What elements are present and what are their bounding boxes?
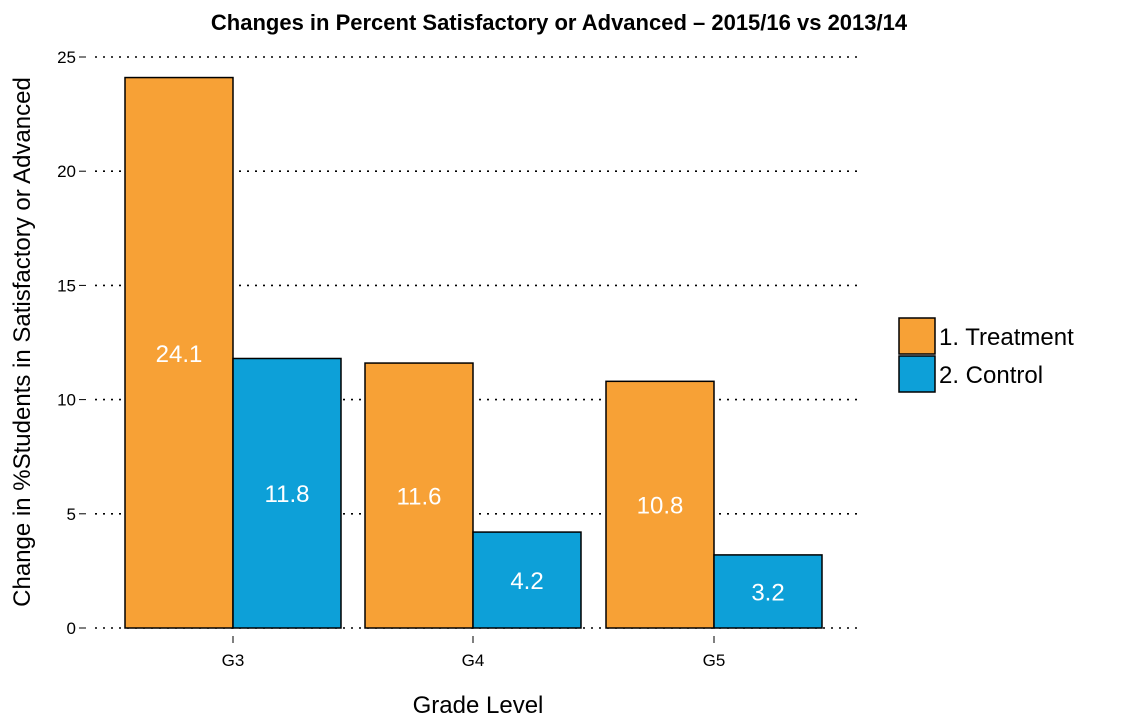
chart-title: Changes in Percent Satisfactory or Advan…: [211, 10, 908, 35]
x-tick-label: G4: [462, 651, 485, 670]
y-tick-label: 0: [67, 619, 76, 638]
y-tick-label: 10: [57, 391, 76, 410]
bar-g4-series-1: [364, 362, 474, 629]
legend-swatch: [898, 355, 936, 393]
bar-value-label: 3.2: [751, 579, 784, 606]
x-tick-label: G3: [222, 651, 245, 670]
x-axis: G3 G4 G5: [222, 636, 726, 670]
bar-g5-series-1: [605, 380, 715, 629]
bar-g4-series-2: [472, 531, 582, 629]
bars: 24.1 11.8 11.6 4.2 10.8 3.2: [124, 76, 823, 629]
bar-g3-series-2: [232, 357, 342, 629]
x-tick-label: G5: [703, 651, 726, 670]
bar-value-label: 24.1: [156, 341, 203, 368]
legend-label: 1. Treatment: [939, 324, 1074, 351]
bar-g5-series-2: [713, 554, 823, 629]
y-tick-label: 15: [57, 276, 76, 295]
bar-value-label: 10.8: [637, 493, 684, 520]
legend-swatch: [898, 317, 936, 355]
bar-value-label: 11.6: [397, 484, 442, 511]
legend-label: 2. Control: [939, 362, 1043, 389]
legend: 1. Treatment 2. Control: [898, 317, 1074, 393]
x-axis-title: Grade Level: [413, 692, 544, 719]
bar-value-label: 11.8: [265, 481, 310, 508]
bar-g3-series-1: [124, 76, 234, 629]
y-axis: 0 5 10 15 20 25: [57, 48, 86, 638]
y-tick-label: 25: [57, 48, 76, 67]
y-tick-label: 20: [57, 162, 76, 181]
y-axis-title: Change in %Students in Satisfactory or A…: [9, 77, 36, 607]
bar-value-label: 4.2: [510, 568, 543, 595]
y-tick-label: 5: [67, 505, 76, 524]
